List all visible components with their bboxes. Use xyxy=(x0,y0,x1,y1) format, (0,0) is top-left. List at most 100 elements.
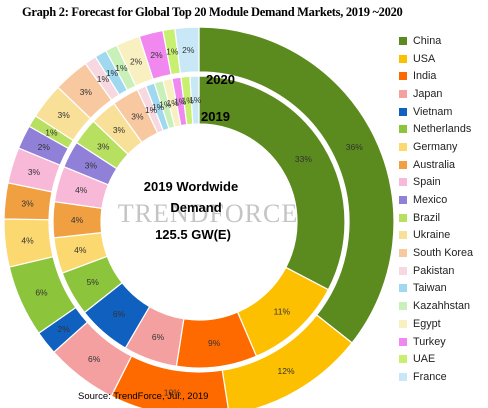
outer-label-pakistan: 1% xyxy=(97,74,110,84)
inner-label-germany: 4% xyxy=(74,245,87,255)
legend-label: India xyxy=(413,70,437,83)
legend-item-south-korea: South Korea xyxy=(399,244,473,262)
inner-label-egypt: 1% xyxy=(166,98,179,108)
legend-swatch xyxy=(399,355,407,364)
legend-label: Ukraine xyxy=(413,229,451,242)
legend-label: USA xyxy=(413,52,436,65)
inner-label-japan: 6% xyxy=(152,332,165,342)
legend-label: Kazahhstan xyxy=(413,300,471,313)
inner-label-taiwan: 1% xyxy=(152,102,165,112)
inner-label-netherlands: 5% xyxy=(87,277,100,287)
legend: China USA India Japan Vietnam Netherlands Germ… xyxy=(399,32,473,386)
inner-label-south-korea: 3% xyxy=(131,112,144,122)
legend-swatch xyxy=(399,319,407,328)
outer-label-taiwan: 1% xyxy=(106,68,119,78)
outer-label-china: 36% xyxy=(346,142,363,152)
inner-label-kazahhstan: 1% xyxy=(159,100,172,110)
legend-swatch xyxy=(399,36,407,45)
legend-item-kazahhstan: Kazahhstan xyxy=(399,297,473,315)
legend-swatch xyxy=(399,125,407,134)
inner-label-pakistan: 1% xyxy=(145,105,158,115)
outer-label-brazil: 1% xyxy=(45,128,58,138)
legend-swatch xyxy=(399,142,407,151)
outer-label-uae: 1% xyxy=(166,47,179,57)
ring-label-2020: 2020 xyxy=(206,72,235,87)
legend-swatch xyxy=(399,72,407,81)
legend-swatch xyxy=(399,372,407,381)
legend-swatch xyxy=(399,337,407,346)
legend-item-egypt: Egypt xyxy=(399,315,473,333)
inner-label-france: 1% xyxy=(189,95,202,105)
inner-label-spain: 4% xyxy=(75,185,88,195)
legend-item-uae: UAE xyxy=(399,350,473,368)
outer-slice-china xyxy=(198,26,395,344)
center-line-1: 2019 Wordwide xyxy=(144,179,238,194)
inner-slice-france xyxy=(189,75,200,125)
outer-slice-france xyxy=(174,26,200,74)
legend-swatch xyxy=(399,249,407,258)
legend-label: Taiwan xyxy=(413,282,447,295)
legend-swatch xyxy=(399,284,407,293)
outer-label-usa: 12% xyxy=(278,366,295,376)
legend-item-france: France xyxy=(399,368,473,386)
inner-label-australia: 4% xyxy=(71,215,84,225)
legend-swatch xyxy=(399,178,407,187)
legend-label: Turkey xyxy=(413,335,446,348)
inner-label-brazil: 3% xyxy=(97,141,110,151)
outer-label-france: 2% xyxy=(182,45,195,55)
legend-swatch xyxy=(399,54,407,63)
outer-label-kazahhstan: 1% xyxy=(115,63,128,73)
legend-item-ukraine: Ukraine xyxy=(399,227,473,245)
legend-label: Netherlands xyxy=(413,123,472,136)
legend-item-netherlands: Netherlands xyxy=(399,120,473,138)
outer-label-turkey: 2% xyxy=(150,50,163,60)
outer-label-egypt: 2% xyxy=(130,56,143,66)
inner-label-uae: 1% xyxy=(181,96,194,106)
legend-label: Mexico xyxy=(413,194,448,207)
legend-swatch xyxy=(399,196,407,205)
watermark: TRENDFORCE xyxy=(118,199,298,228)
legend-label: Australia xyxy=(413,158,456,171)
legend-label: Vietnam xyxy=(413,105,453,118)
legend-item-pakistan: Pakistan xyxy=(399,262,473,280)
outer-label-south-korea: 3% xyxy=(80,87,93,97)
outer-label-india: 10% xyxy=(164,387,181,397)
legend-item-germany: Germany xyxy=(399,138,473,156)
legend-item-vietnam: Vietnam xyxy=(399,103,473,121)
legend-label: Egypt xyxy=(413,317,441,330)
outer-label-germany: 4% xyxy=(21,236,34,246)
legend-swatch xyxy=(399,231,407,240)
source-note: Source: TrendForce, Jul., 2019 xyxy=(78,391,209,402)
legend-label: Brazil xyxy=(413,211,440,224)
outer-label-spain: 3% xyxy=(28,167,41,177)
legend-item-australia: Australia xyxy=(399,156,473,174)
legend-item-mexico: Mexico xyxy=(399,191,473,209)
legend-label: South Korea xyxy=(413,247,474,260)
legend-swatch xyxy=(399,213,407,222)
outer-slice-usa xyxy=(221,314,353,408)
legend-label: UAE xyxy=(413,353,436,366)
inner-label-usa: 11% xyxy=(274,307,291,317)
legend-item-japan: Japan xyxy=(399,85,473,103)
legend-item-usa: USA xyxy=(399,50,473,68)
legend-label: Japan xyxy=(413,87,443,100)
legend-swatch xyxy=(399,107,407,116)
legend-label: Spain xyxy=(413,176,441,189)
outer-label-vietnam: 2% xyxy=(58,324,71,334)
legend-item-brazil: Brazil xyxy=(399,209,473,227)
inner-label-india: 9% xyxy=(208,338,221,348)
outer-label-japan: 6% xyxy=(88,354,101,364)
inner-label-vietnam: 6% xyxy=(113,309,126,319)
legend-item-spain: Spain xyxy=(399,174,473,192)
legend-item-india: India xyxy=(399,67,473,85)
legend-swatch xyxy=(399,160,407,169)
legend-item-china: China xyxy=(399,32,473,50)
inner-label-ukraine: 3% xyxy=(113,125,126,135)
legend-item-turkey: Turkey xyxy=(399,333,473,351)
ring-label-2019: 2019 xyxy=(201,109,230,124)
legend-swatch xyxy=(399,266,407,275)
legend-swatch xyxy=(399,89,407,98)
center-line-2: Demand xyxy=(170,200,221,215)
legend-label: Pakistan xyxy=(413,264,455,277)
